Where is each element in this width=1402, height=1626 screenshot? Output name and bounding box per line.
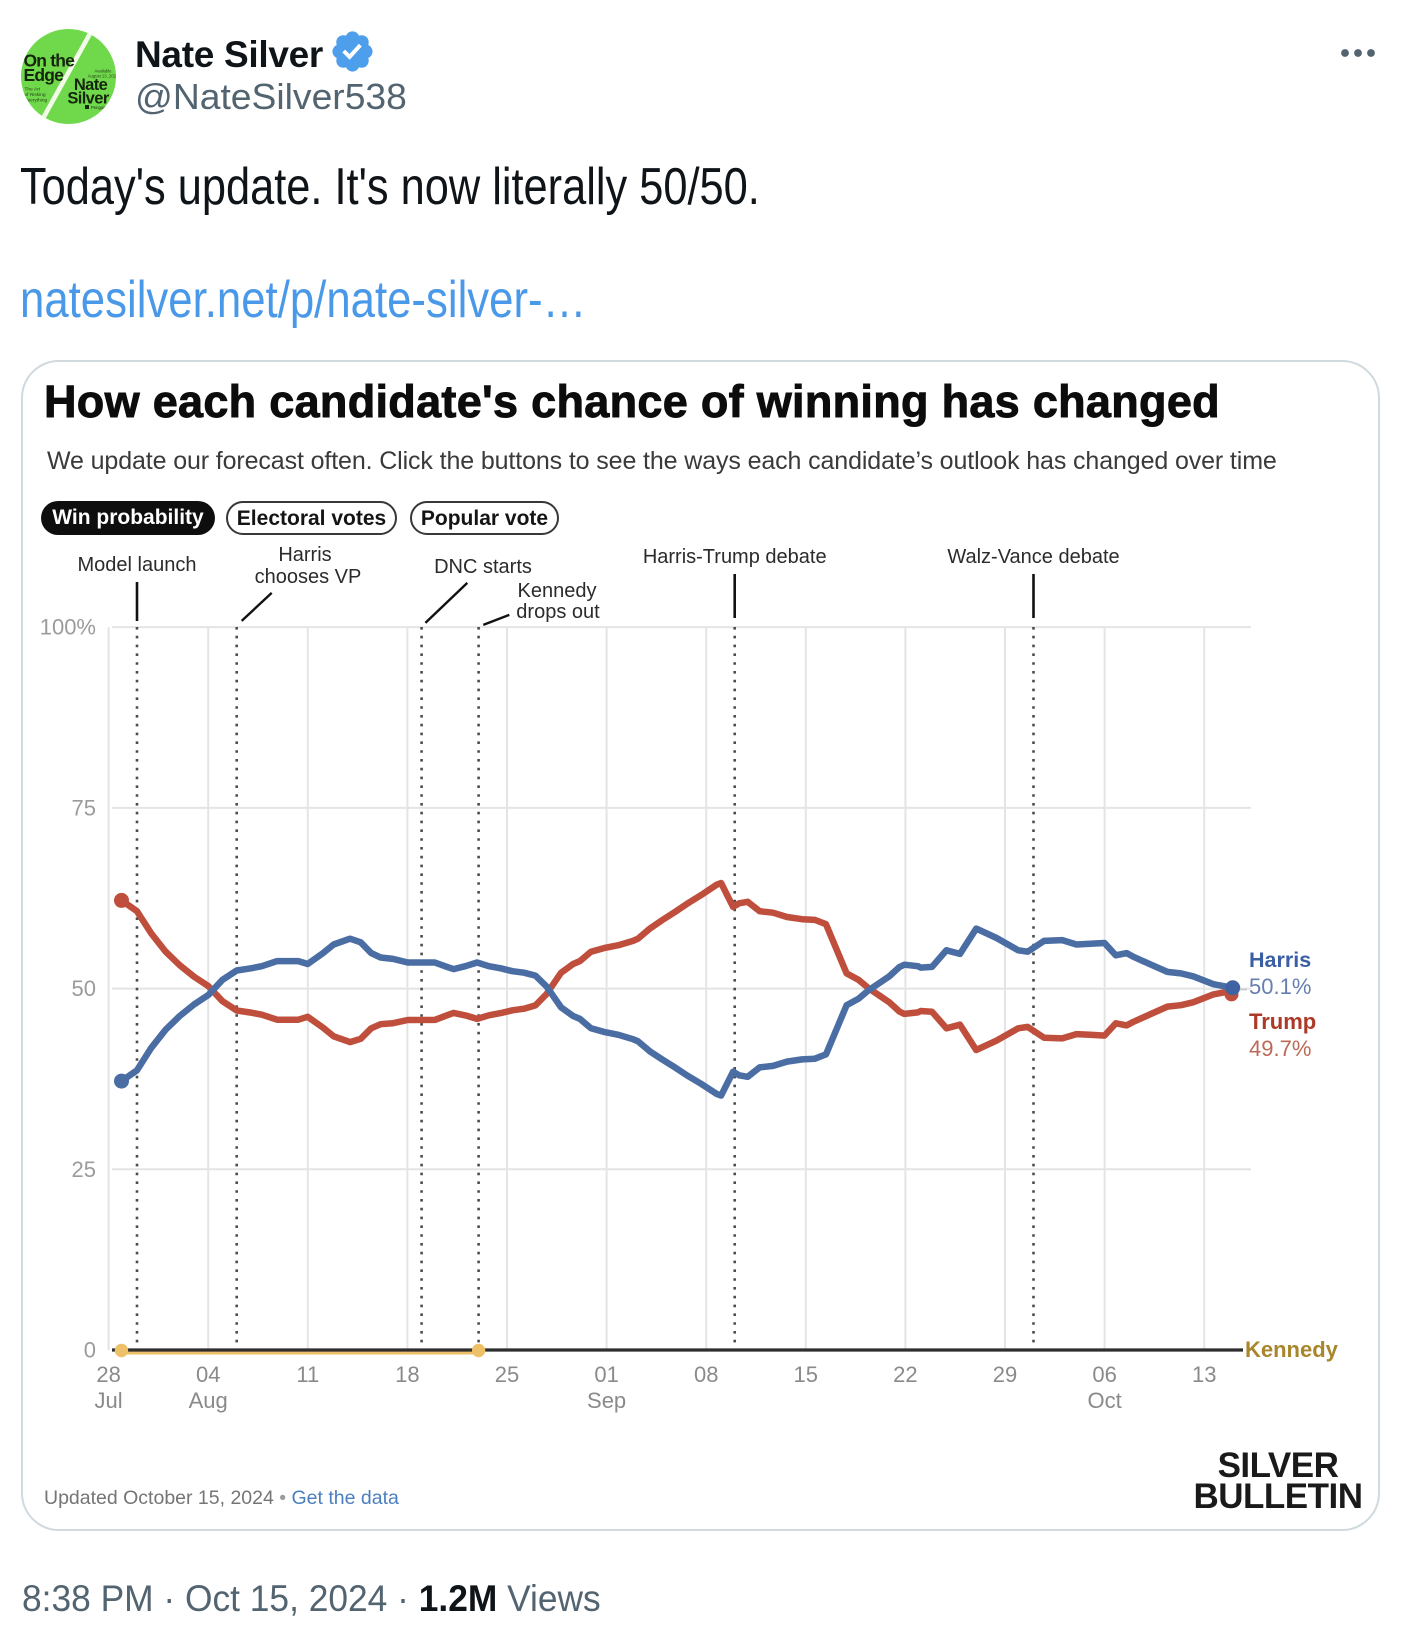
svg-text:Harris-Trump debate: Harris-Trump debate bbox=[643, 546, 827, 568]
svg-text:22: 22 bbox=[893, 1362, 917, 1387]
svg-text:29: 29 bbox=[993, 1362, 1017, 1387]
svg-text:49.7%: 49.7% bbox=[1249, 1036, 1311, 1061]
svg-text:18: 18 bbox=[395, 1362, 419, 1387]
svg-text:Kennedy: Kennedy bbox=[1245, 1337, 1339, 1362]
svg-text:25: 25 bbox=[495, 1362, 519, 1387]
svg-text:Trump: Trump bbox=[1249, 1009, 1316, 1034]
svg-text:Jul: Jul bbox=[95, 1388, 123, 1413]
svg-text:100%: 100% bbox=[40, 615, 96, 640]
svg-text:Harris: Harris bbox=[1249, 948, 1311, 972]
svg-text:15: 15 bbox=[794, 1362, 818, 1387]
svg-text:drops out: drops out bbox=[516, 601, 600, 623]
svg-text:Oct: Oct bbox=[1087, 1388, 1121, 1413]
svg-text:chooses VP: chooses VP bbox=[255, 566, 362, 588]
svg-text:Kennedy: Kennedy bbox=[518, 580, 597, 602]
svg-text:08: 08 bbox=[694, 1362, 718, 1387]
svg-text:SILVER: SILVER bbox=[1218, 1446, 1339, 1485]
svg-text:BULLETIN: BULLETIN bbox=[1193, 1477, 1362, 1516]
svg-text:25: 25 bbox=[72, 1157, 96, 1182]
svg-text:The Art: The Art bbox=[25, 87, 41, 93]
svg-text:75: 75 bbox=[72, 795, 96, 820]
svg-text:04: 04 bbox=[196, 1362, 220, 1387]
svg-text:August 13, 2024: August 13, 2024 bbox=[88, 74, 116, 79]
svg-text:28: 28 bbox=[96, 1362, 120, 1387]
svg-text:Aug: Aug bbox=[189, 1388, 228, 1413]
svg-text:Nate: Nate bbox=[74, 76, 108, 94]
svg-text:Updated October 15, 2024 • Get: Updated October 15, 2024 • Get the data bbox=[44, 1487, 399, 1509]
svg-text:Walz-Vance debate: Walz-Vance debate bbox=[947, 546, 1119, 568]
svg-text:01: 01 bbox=[594, 1362, 618, 1387]
svg-text:Harris: Harris bbox=[278, 544, 331, 566]
svg-text:Model launch: Model launch bbox=[78, 554, 197, 576]
svg-text:50.1%: 50.1% bbox=[1249, 974, 1311, 999]
svg-text:11: 11 bbox=[296, 1362, 319, 1387]
svg-text:06: 06 bbox=[1092, 1362, 1116, 1387]
svg-text:0: 0 bbox=[84, 1338, 96, 1363]
svg-text:Available: Available bbox=[95, 69, 113, 74]
svg-text:Penguin: Penguin bbox=[91, 105, 107, 110]
svg-text:Sep: Sep bbox=[587, 1388, 626, 1413]
svg-text:Everything: Everything bbox=[25, 98, 48, 104]
svg-text:DNC starts: DNC starts bbox=[434, 556, 532, 578]
svg-text:On the: On the bbox=[24, 51, 76, 71]
svg-text:of Risking: of Risking bbox=[25, 92, 46, 98]
svg-text:13: 13 bbox=[1192, 1362, 1216, 1387]
svg-text:50: 50 bbox=[72, 976, 96, 1001]
svg-text:Silver: Silver bbox=[67, 90, 110, 108]
svg-text:Edge: Edge bbox=[24, 65, 65, 85]
